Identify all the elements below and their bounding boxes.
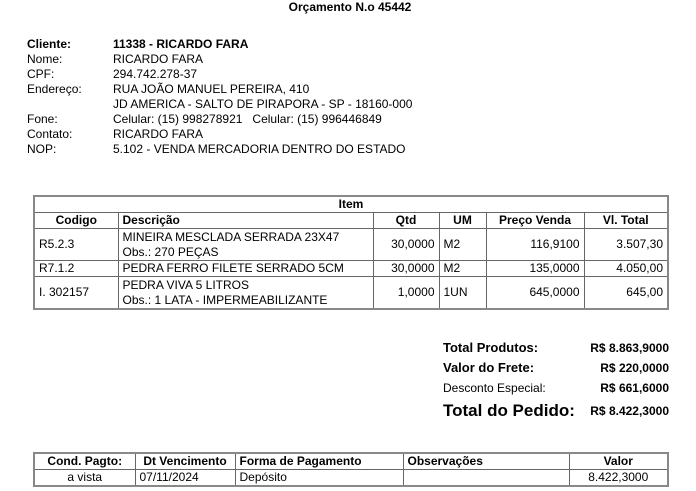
total-produtos-row: Total Produtos: R$ 8.863,9000 (443, 338, 669, 358)
pay-forma: Depósito (234, 469, 404, 487)
name-label: Nome: (27, 52, 63, 66)
payment-table: Cond. Pagto: Dt Vencimento Forma de Paga… (33, 452, 669, 487)
address-value-2: JD AMERICA - SALTO DE PIRAPORA - SP - 18… (113, 97, 413, 111)
desconto-row: Desconto Especial: R$ 661,6000 (443, 378, 669, 398)
item-descricao: MINEIRA MESCLADA SERRADA 23X47 Obs.: 270 … (117, 228, 374, 261)
col-forma-pagamento: Forma de Pagamento (234, 452, 404, 470)
item-total: 645,00 (583, 276, 669, 310)
item-descricao: PEDRA FERRO FILETE SERRADO 5CM (117, 260, 374, 277)
col-dt-vencimento: Dt Vencimento (134, 452, 236, 470)
pay-valor: 8.422,3000 (568, 469, 669, 487)
frete-row: Valor do Frete: R$ 220,0000 (443, 358, 669, 378)
col-preco: Preço Venda (485, 212, 585, 229)
total-produtos-value: R$ 8.863,9000 (590, 341, 669, 355)
phone-value: Celular: (15) 998278921 Celular: (15) 99… (113, 112, 382, 126)
item-desc-text: MINEIRA MESCLADA SERRADA 23X47 (122, 229, 340, 244)
pay-cond: a vista (33, 469, 136, 487)
item-um: M2 (438, 260, 487, 277)
total-produtos-label: Total Produtos: (443, 340, 539, 355)
item-codigo: R5.2.3 (33, 228, 119, 261)
pay-venc: 07/11/2024 (134, 469, 236, 487)
item-total: 3.507,30 (583, 228, 669, 261)
item-codigo: I. 302157 (33, 276, 119, 310)
col-valor: Valor (568, 452, 669, 470)
item-total: 4.050,00 (583, 260, 669, 277)
item-preco: 116,9100 (485, 228, 585, 261)
client-label: Cliente: (27, 37, 72, 51)
client-value: 11338 - RICARDO FARA (113, 37, 249, 51)
desconto-value: R$ 661,6000 (600, 381, 669, 395)
col-codigo: Codigo (33, 212, 119, 229)
item-qtd: 30,0000 (372, 260, 440, 277)
cpf-value: 294.742.278-37 (113, 67, 198, 81)
col-observacoes: Observações (402, 452, 570, 470)
items-table: Item Codigo Descrição Qtd UM Preço Venda… (33, 195, 669, 310)
desconto-label: Desconto Especial: (443, 381, 546, 395)
nop-value: 5.102 - VENDA MERCADORIA DENTRO DO ESTAD… (113, 142, 406, 156)
col-descricao: Descrição (117, 212, 374, 229)
table-row: a vista 07/11/2024 Depósito 8.422,3000 (33, 469, 669, 487)
item-preco: 645,0000 (485, 276, 585, 310)
items-caption: Item (33, 195, 669, 213)
item-desc-text: PEDRA VIVA 5 LITROS (122, 277, 250, 292)
contact-label: Contato: (27, 127, 73, 141)
item-obs: Obs.: 270 PEÇAS (122, 244, 219, 259)
item-descricao: PEDRA VIVA 5 LITROS Obs.: 1 LATA - IMPERM… (117, 276, 374, 310)
nop-label: NOP: (27, 142, 57, 156)
col-cond-pagto: Cond. Pagto: (33, 452, 136, 470)
table-row: I. 302157 PEDRA VIVA 5 LITROS Obs.: 1 LAT… (33, 276, 669, 310)
item-codigo: R7.1.2 (33, 260, 119, 277)
table-row: R5.2.3 MINEIRA MESCLADA SERRADA 23X47 Obs… (33, 228, 669, 261)
item-um: 1UN (438, 276, 487, 310)
contact-value: RICARDO FARA (113, 127, 204, 141)
address-label: Endereço: (27, 82, 82, 96)
frete-value: R$ 220,0000 (600, 361, 669, 375)
page-title: Orçamento N.o 45442 (288, 0, 412, 14)
col-um: UM (438, 212, 487, 229)
frete-label: Valor do Frete: (443, 360, 535, 375)
item-qtd: 1,0000 (372, 276, 440, 310)
phone-label: Fone: (27, 112, 58, 126)
pay-obs (402, 469, 570, 487)
total-pedido-value: R$ 8.422,3000 (590, 404, 669, 418)
item-preco: 135,0000 (485, 260, 585, 277)
name-value: RICARDO FARA (113, 52, 204, 66)
cpf-label: CPF: (27, 67, 55, 81)
item-qtd: 30,0000 (372, 228, 440, 261)
item-obs: Obs.: 1 LATA - IMPERMEABILIZANTE (122, 292, 328, 307)
total-pedido-label: Total do Pedido: (443, 401, 575, 420)
col-total: Vl. Total (583, 212, 669, 229)
col-qtd: Qtd (372, 212, 440, 229)
total-pedido-row: Total do Pedido: R$ 8.422,3000 (443, 398, 669, 424)
item-um: M2 (438, 228, 487, 261)
table-row: R7.1.2 PEDRA FERRO FILETE SERRADO 5CM 30… (33, 260, 669, 277)
totals: Total Produtos: R$ 8.863,9000 Valor do Fr… (443, 338, 669, 424)
address-value: RUA JOÃO MANUEL PEREIRA, 410 (113, 82, 310, 96)
